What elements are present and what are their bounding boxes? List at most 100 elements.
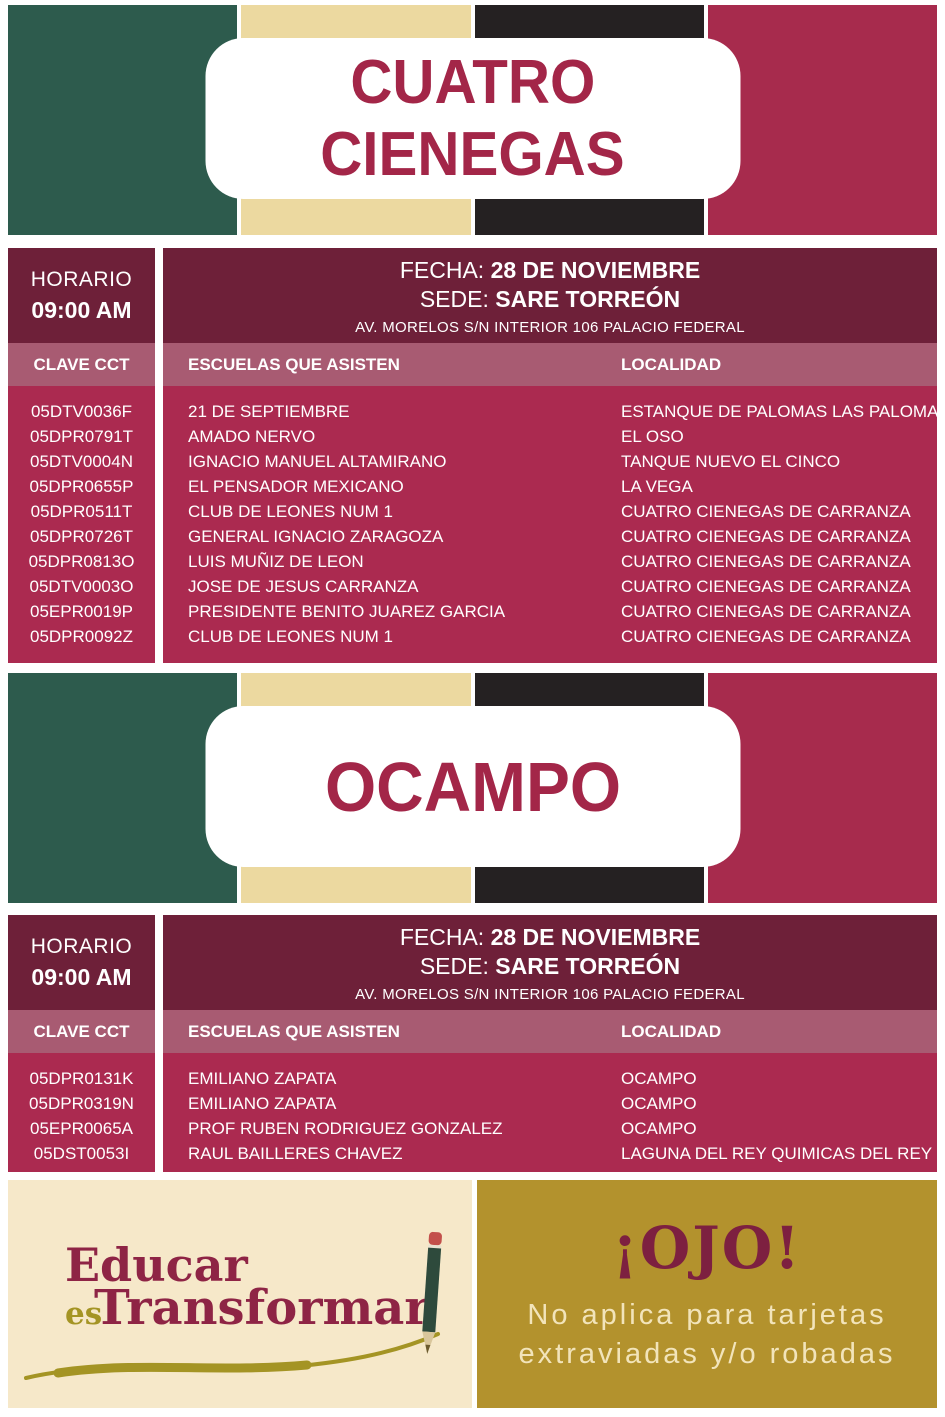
table-row: CLUB DE LEONES NUM 1 CUATRO CIENEGAS DE …: [163, 499, 937, 524]
locality: CUATRO CIENEGAS DE CARRANZA: [621, 527, 911, 546]
flag-green-block: [8, 5, 238, 235]
school-name: CLUB DE LEONES NUM 1: [188, 502, 393, 521]
horario-label: HORARIO: [30, 934, 133, 958]
school-name: PROF RUBEN RODRIGUEZ GONZALEZ: [188, 1119, 503, 1138]
locality: EL OSO: [621, 427, 684, 446]
cct-code: 05DPR0131K: [29, 1069, 134, 1088]
table-row: CLUB DE LEONES NUM 1 CUATRO CIENEGAS DE …: [163, 624, 937, 649]
flag-red-block: [707, 673, 937, 903]
table-row: EL PENSADOR MEXICANO LA VEGA: [163, 474, 937, 499]
cct-code: 05DPR0511T: [30, 502, 133, 521]
school-name: IGNACIO MANUEL ALTAMIRANO: [188, 452, 447, 471]
table-row: JOSE DE JESUS CARRANZA CUATRO CIENEGAS D…: [163, 574, 937, 599]
banner-title-box: CUATRO CIENEGAS: [205, 38, 740, 199]
locality: OCAMPO: [621, 1094, 697, 1113]
flag-green-block: [8, 673, 238, 903]
table-row: PROF RUBEN RODRIGUEZ GONZALEZ OCAMPO: [163, 1116, 937, 1141]
event-info-cell: FECHA: 28 DE NOVIEMBRE SEDE: SARE TORREÓ…: [163, 248, 937, 343]
schools-list: 21 DE SEPTIEMBRE ESTANQUE DE PALOMAS LAS…: [163, 386, 945, 663]
locality: LA VEGA: [621, 477, 693, 496]
column-header-clave-cct: CLAVE CCT: [8, 1010, 155, 1053]
sede-label: SEDE:: [419, 952, 489, 979]
fecha-value: 28 DE NOVIEMBRE: [490, 923, 701, 950]
school-name: EMILIANO ZAPATA: [188, 1094, 337, 1113]
logo-word-transformar: Transformar: [94, 1280, 430, 1336]
notice-line2: extraviadas y/o robadas: [518, 1338, 896, 1370]
fecha-label: FECHA:: [399, 923, 485, 950]
cct-code: 05DST0053I: [33, 1144, 130, 1163]
school-name: EL PENSADOR MEXICANO: [188, 477, 404, 496]
school-name: RAUL BAILLERES CHAVEZ: [188, 1144, 403, 1163]
table-row: EMILIANO ZAPATA OCAMPO: [163, 1091, 937, 1116]
sede-label: SEDE:: [419, 285, 489, 312]
horario-cell: HORARIO 09:00 AM: [8, 248, 155, 343]
fecha-label: FECHA:: [399, 256, 485, 283]
table-row: 21 DE SEPTIEMBRE ESTANQUE DE PALOMAS LAS…: [163, 399, 945, 424]
sede-address: AV. MORELOS S/N INTERIOR 106 PALACIO FED…: [355, 985, 745, 1003]
locality: CUATRO CIENEGAS DE CARRANZA: [621, 552, 911, 571]
footer: Educar es Transformar ¡OJO! No aplica pa…: [8, 1180, 937, 1408]
fecha-line: FECHA: 28 DE NOVIEMBRE: [400, 256, 700, 285]
column-header-localidad: LOCALIDAD: [621, 354, 722, 374]
fecha-line: FECHA: 28 DE NOVIEMBRE: [400, 923, 700, 952]
banner-title-line1: OCAMPO: [324, 747, 621, 826]
locality: ESTANQUE DE PALOMAS LAS PALOMAS: [621, 402, 945, 421]
schools-list: EMILIANO ZAPATA OCAMPO EMILIANO ZAPATA O…: [163, 1053, 937, 1172]
schedule-table-cuatro-cienegas: HORARIO 09:00 AM FECHA: 28 DE NOVIEMBRE …: [8, 248, 945, 663]
sede-value: SARE TORREÓN: [495, 952, 681, 979]
sede-line: SEDE: SARE TORREÓN: [420, 952, 680, 981]
locality: LAGUNA DEL REY QUIMICAS DEL REY: [621, 1144, 933, 1163]
table-row: GENERAL IGNACIO ZARAGOZA CUATRO CIENEGAS…: [163, 524, 937, 549]
table-row: AMADO NERVO EL OSO: [163, 424, 937, 449]
school-name: JOSE DE JESUS CARRANZA: [188, 577, 419, 596]
table-row: EMILIANO ZAPATA OCAMPO: [163, 1066, 937, 1091]
school-name: LUIS MUÑIZ DE LEON: [188, 552, 364, 571]
event-info-cell: FECHA: 28 DE NOVIEMBRE SEDE: SARE TORREÓ…: [163, 915, 937, 1010]
sede-value: SARE TORREÓN: [495, 285, 681, 312]
pencil-icon: [422, 1231, 442, 1354]
banner-title-box: OCAMPO: [205, 706, 740, 867]
cct-code: 05DTV0004N: [29, 452, 133, 471]
school-name: PRESIDENTE BENITO JUAREZ GARCIA: [188, 602, 506, 621]
column-header-row: ESCUELAS QUE ASISTEN LOCALIDAD: [163, 1010, 937, 1053]
column-header-row: ESCUELAS QUE ASISTEN LOCALIDAD: [163, 343, 937, 386]
banner-cuatro-cienegas: CUATRO CIENEGAS: [8, 5, 937, 235]
horario-label: HORARIO: [30, 267, 133, 291]
locality: OCAMPO: [621, 1119, 697, 1138]
banner-title-line2: CIENEGAS: [320, 119, 625, 189]
locality: OCAMPO: [621, 1069, 697, 1088]
school-name: AMADO NERVO: [188, 427, 316, 446]
cct-codes-column: 05DPR0131K 05DPR0319N 05EPR0065A 05DST00…: [8, 1053, 155, 1172]
schedule-table-ocampo: HORARIO 09:00 AM FECHA: 28 DE NOVIEMBRE …: [8, 915, 937, 1172]
cct-code: 05EPR0019P: [29, 602, 134, 621]
locality: CUATRO CIENEGAS DE CARRANZA: [621, 602, 911, 621]
locality: CUATRO CIENEGAS DE CARRANZA: [621, 577, 911, 596]
educar-logo-panel: Educar es Transformar: [8, 1180, 472, 1408]
cct-code: 05DPR0092Z: [29, 627, 133, 646]
horario-cell: HORARIO 09:00 AM: [8, 915, 155, 1010]
sede-address: AV. MORELOS S/N INTERIOR 106 PALACIO FED…: [355, 318, 745, 336]
horario-time: 09:00 AM: [31, 963, 132, 990]
locality: CUATRO CIENEGAS DE CARRANZA: [621, 627, 911, 646]
locality: CUATRO CIENEGAS DE CARRANZA: [621, 502, 911, 521]
column-header-localidad: LOCALIDAD: [621, 1021, 722, 1041]
cct-code: 05DTV0003O: [29, 577, 134, 596]
cct-code: 05DTV0036F: [30, 402, 133, 421]
cct-codes-column: 05DTV0036F 05DPR0791T 05DTV0004N 05DPR06…: [8, 386, 155, 663]
school-name: GENERAL IGNACIO ZARAGOZA: [188, 527, 444, 546]
swoosh-underline-icon: [24, 1332, 440, 1380]
table-row: PRESIDENTE BENITO JUAREZ GARCIA CUATRO C…: [163, 599, 937, 624]
school-name: EMILIANO ZAPATA: [188, 1069, 337, 1088]
notice-panel: ¡OJO! No aplica para tarjetas extraviada…: [477, 1180, 937, 1408]
cct-code: 05DPR0319N: [29, 1094, 134, 1113]
fecha-value: 28 DE NOVIEMBRE: [490, 256, 701, 283]
sede-line: SEDE: SARE TORREÓN: [420, 285, 680, 314]
cct-code: 05DPR0791T: [29, 427, 133, 446]
cct-code: 05DPR0813O: [28, 552, 135, 571]
banner-title-line1: CUATRO: [350, 47, 595, 117]
cct-code: 05EPR0065A: [29, 1119, 134, 1138]
notice-line1: No aplica para tarjetas: [527, 1299, 887, 1331]
horario-time: 09:00 AM: [31, 296, 132, 323]
flag-red-block: [707, 5, 937, 235]
